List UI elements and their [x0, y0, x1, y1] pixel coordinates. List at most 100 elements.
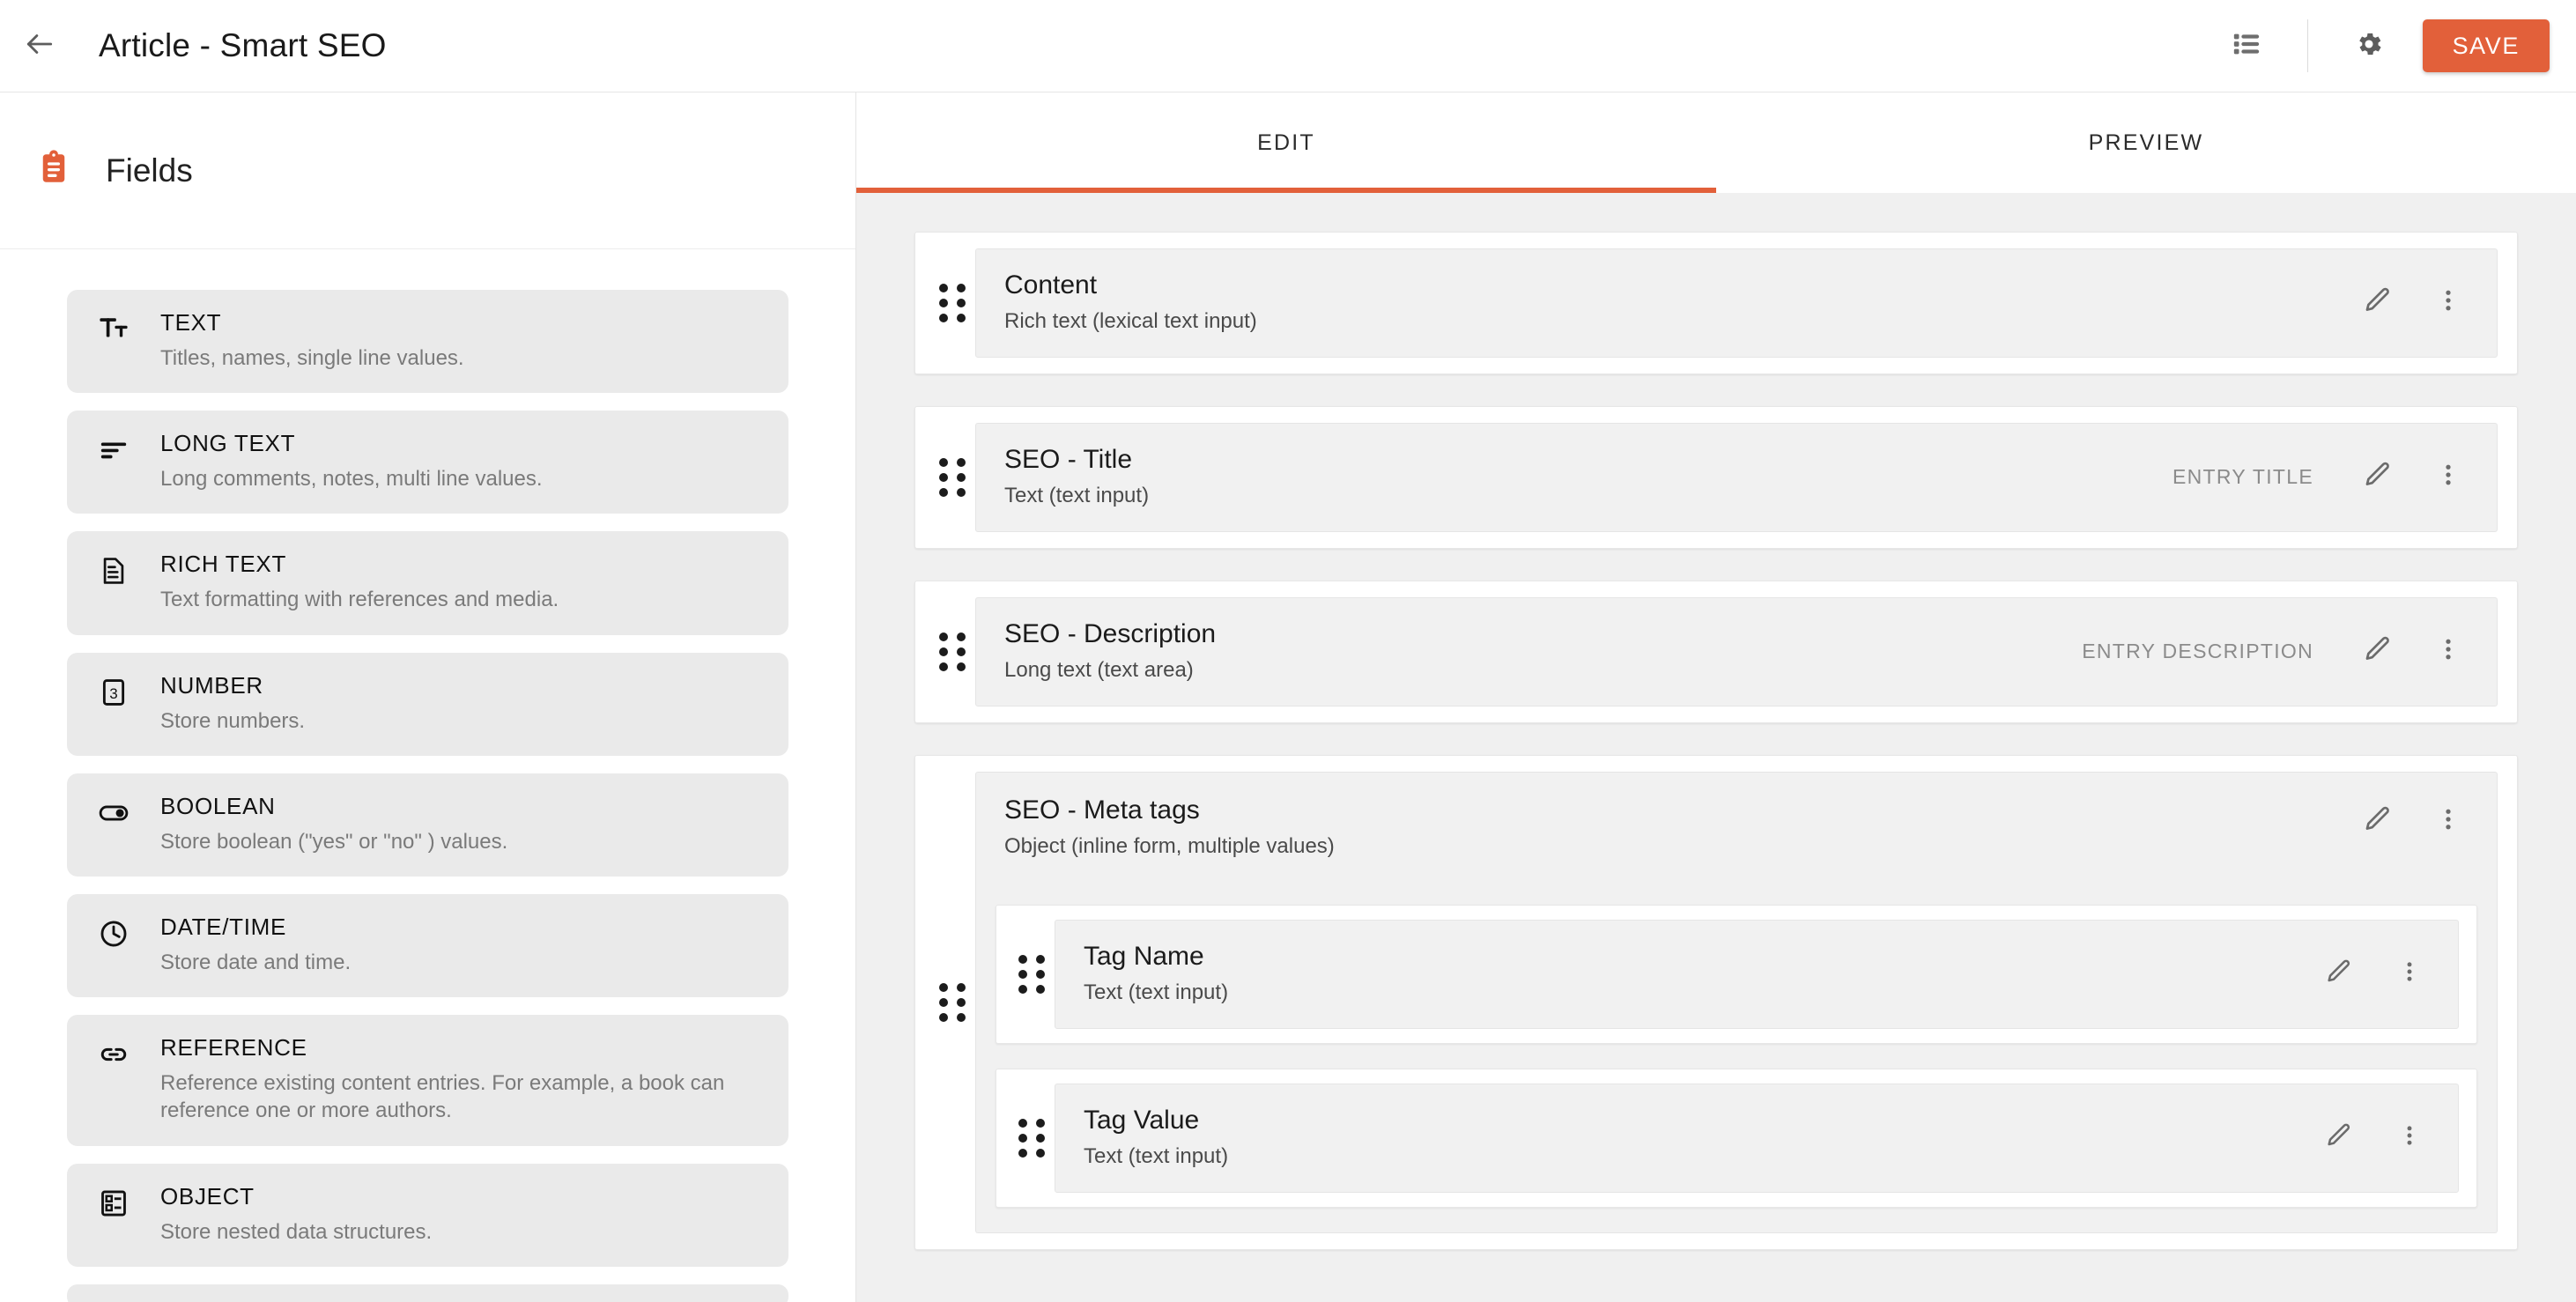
drag-dots-icon: [939, 983, 966, 1022]
field-menu-button[interactable]: [2384, 1112, 2435, 1163]
top-bar-actions: SAVE: [2216, 0, 2576, 92]
field-type-number[interactable]: 3 NUMBER Store numbers.: [67, 652, 788, 756]
object-children-list: Tag Name Text (text input): [975, 885, 2498, 1233]
edit-field-button[interactable]: [2313, 948, 2365, 999]
field-type-desc: Store nested data structures.: [160, 1219, 433, 1244]
status-badge: ENTRY DESCRIPTION: [2082, 639, 2313, 662]
field-card-tag-value[interactable]: Tag Value Text (text input): [996, 1069, 2477, 1208]
field-type-name: REFERENCE: [160, 1034, 307, 1062]
kebab-menu-icon: [2397, 1123, 2422, 1152]
field-card-seo-meta-tags[interactable]: SEO - Meta tags Object (inline form, mul…: [914, 755, 2518, 1250]
list-view-icon: [2232, 29, 2261, 63]
field-type-date-time[interactable]: DATE/TIME Store date and time.: [67, 893, 788, 998]
edit-field-button[interactable]: [2313, 1112, 2365, 1163]
field-menu-button[interactable]: [2384, 948, 2435, 999]
drag-dots-icon: [1018, 1119, 1045, 1158]
rich-text-icon: [93, 556, 134, 586]
svg-text:3: 3: [109, 685, 117, 702]
fields-sidebar: Fields TEXT Titles, names, single line v…: [0, 92, 856, 1302]
field-card-tag-name[interactable]: Tag Name Text (text input): [996, 905, 2477, 1044]
field-subtitle: Long text (text area): [1004, 658, 1194, 682]
edit-field-button[interactable]: [2352, 625, 2403, 677]
field-type-name: BOOLEAN: [160, 792, 276, 819]
drag-handle[interactable]: [929, 597, 975, 706]
field-subtitle: Rich text (lexical text input): [1004, 309, 1257, 333]
field-type-long-text[interactable]: LONG TEXT Long comments, notes, multi li…: [67, 411, 788, 514]
pencil-icon: [2325, 1121, 2353, 1154]
kebab-menu-icon: [2435, 806, 2461, 837]
field-title: Tag Name: [1084, 942, 1204, 971]
page-title: Article - Smart SEO: [99, 27, 387, 63]
kebab-menu-icon: [2397, 959, 2422, 988]
text-icon: [93, 314, 134, 344]
field-menu-button[interactable]: [2423, 451, 2474, 502]
drag-dots-icon: [1018, 955, 1045, 994]
pencil-icon: [2363, 460, 2393, 494]
field-type-partial[interactable]: [67, 1284, 788, 1302]
field-panel: Content Rich text (lexical text input): [975, 248, 2498, 358]
kebab-menu-icon: [2435, 636, 2461, 667]
field-card-seo-title[interactable]: SEO - Title Text (text input) ENTRY TITL…: [914, 406, 2518, 549]
gear-icon: [2354, 29, 2384, 63]
field-card-content[interactable]: Content Rich text (lexical text input): [914, 232, 2518, 374]
list-view-button[interactable]: [2216, 15, 2277, 77]
edit-field-button[interactable]: [2352, 277, 2403, 328]
drag-handle[interactable]: [1009, 920, 1055, 1029]
field-type-desc: Reference existing content entries. For …: [160, 1071, 725, 1123]
toolbar-divider: [2306, 19, 2308, 72]
field-subtitle: Text (text input): [1084, 980, 1229, 1004]
field-type-desc: Store date and time.: [160, 950, 352, 974]
field-menu-button[interactable]: [2423, 277, 2474, 328]
fields-header: Fields: [0, 92, 855, 249]
drag-handle[interactable]: [929, 423, 975, 532]
drag-handle[interactable]: [929, 772, 975, 1233]
field-menu-button[interactable]: [2423, 625, 2474, 677]
field-subtitle: Object (inline form, multiple values): [1004, 834, 1335, 858]
field-subtitle: Text (text input): [1084, 1144, 1229, 1168]
field-type-desc: Titles, names, single line values.: [160, 346, 464, 370]
top-bar: Article - Smart SEO SAVE: [0, 0, 2576, 92]
field-type-object[interactable]: OBJECT Store nested data structures.: [67, 1163, 788, 1267]
drag-dots-icon: [939, 633, 966, 671]
tab-edit[interactable]: EDIT: [856, 92, 1716, 193]
settings-button[interactable]: [2338, 15, 2400, 77]
drag-dots-icon: [939, 458, 966, 497]
drag-handle[interactable]: [929, 248, 975, 358]
field-type-desc: Store boolean ("yes" or "no" ) values.: [160, 829, 508, 854]
field-title: SEO - Meta tags: [1004, 795, 1200, 825]
boolean-icon: [93, 798, 134, 828]
clock-icon: [93, 919, 134, 949]
long-text-icon: [93, 435, 134, 465]
field-type-boolean[interactable]: BOOLEAN Store boolean ("yes" or "no" ) v…: [67, 773, 788, 877]
field-title: SEO - Title: [1004, 445, 1133, 474]
fields-title: Fields: [106, 152, 193, 189]
field-type-desc: Store numbers.: [160, 708, 306, 733]
kebab-menu-icon: [2435, 287, 2461, 318]
field-card-seo-description[interactable]: SEO - Description Long text (text area) …: [914, 581, 2518, 723]
object-field-header: SEO - Meta tags Object (inline form, mul…: [975, 772, 2498, 885]
field-type-desc: Long comments, notes, multi line values.: [160, 467, 543, 492]
field-type-name: RICH TEXT: [160, 551, 287, 578]
link-icon: [93, 1039, 134, 1069]
field-type-rich-text[interactable]: RICH TEXT Text formatting with reference…: [67, 531, 788, 635]
tab-preview[interactable]: PREVIEW: [2088, 129, 2204, 155]
field-type-reference[interactable]: REFERENCE Reference existing content ent…: [67, 1015, 788, 1146]
field-type-text[interactable]: TEXT Titles, names, single line values.: [67, 290, 788, 394]
pencil-icon: [2363, 804, 2393, 839]
object-icon: [93, 1188, 134, 1218]
pencil-icon: [2363, 634, 2393, 669]
edit-field-button[interactable]: [2352, 451, 2403, 502]
field-panel: Tag Name Text (text input): [1055, 920, 2459, 1029]
save-button[interactable]: SAVE: [2422, 19, 2550, 72]
field-type-name: OBJECT: [160, 1182, 255, 1210]
fields-canvas: Content Rich text (lexical text input): [856, 193, 2576, 1302]
field-type-name: LONG TEXT: [160, 430, 296, 457]
status-badge: ENTRY TITLE: [2172, 464, 2313, 488]
drag-handle[interactable]: [1009, 1084, 1055, 1193]
back-button[interactable]: [12, 18, 67, 73]
field-type-name: TEXT: [160, 309, 222, 336]
field-menu-button[interactable]: [2423, 795, 2474, 847]
arrow-left-icon: [23, 27, 56, 65]
drag-dots-icon: [939, 284, 966, 322]
edit-field-button[interactable]: [2352, 795, 2403, 847]
